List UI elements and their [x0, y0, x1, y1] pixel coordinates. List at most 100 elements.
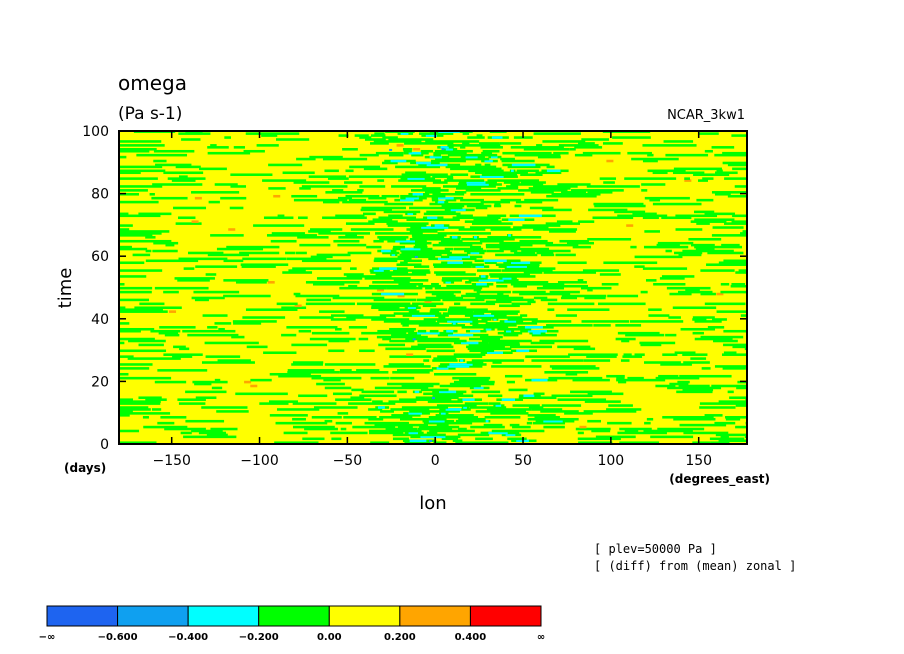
- field-cell: [231, 335, 245, 339]
- field-cell: [178, 132, 211, 135]
- field-cell: [426, 210, 456, 214]
- field-cell: [483, 423, 503, 427]
- field-cell: [370, 134, 386, 137]
- field-cell: [710, 441, 730, 444]
- field-cell: [673, 417, 716, 421]
- field-cell: [661, 275, 695, 278]
- field-cell: [347, 251, 372, 255]
- field-cell: [371, 304, 419, 308]
- field-cell: [594, 204, 646, 208]
- field-cell: [267, 281, 275, 284]
- field-cell: [163, 353, 203, 356]
- field-cell: [496, 298, 534, 302]
- field-cell: [518, 214, 542, 218]
- field-cell: [438, 316, 446, 319]
- field-cell: [709, 437, 745, 441]
- field-cell: [330, 314, 364, 317]
- field-cell: [392, 433, 446, 437]
- field-cell: [475, 163, 482, 167]
- field-cell: [485, 419, 489, 423]
- field-cell: [500, 198, 521, 202]
- field-cell: [484, 416, 521, 419]
- field-cell: [505, 329, 512, 333]
- field-cell: [411, 153, 424, 157]
- field-cell: [574, 146, 603, 149]
- field-cell: [119, 245, 132, 249]
- field-cell: [322, 157, 368, 161]
- field-cell: [224, 136, 231, 139]
- field-cell: [744, 435, 747, 439]
- field-cell: [678, 290, 713, 294]
- field-cell: [488, 431, 508, 435]
- field-cell: [373, 140, 422, 143]
- field-cell: [348, 175, 398, 178]
- field-cell: [151, 196, 188, 200]
- field-cell: [720, 282, 730, 286]
- field-cell: [119, 310, 168, 313]
- field-cell: [507, 318, 538, 321]
- field-cell: [490, 155, 498, 159]
- field-cell: [411, 345, 454, 349]
- field-cell: [692, 316, 715, 319]
- field-cell: [143, 425, 188, 429]
- field-cell: [119, 363, 153, 366]
- field-cell: [343, 416, 377, 419]
- field-cell: [286, 326, 338, 329]
- field-cell: [488, 341, 520, 345]
- field-cell: [470, 329, 481, 333]
- field-cell: [421, 226, 449, 229]
- field-cell: [704, 302, 746, 306]
- field-cell: [470, 302, 496, 306]
- field-cell: [734, 185, 747, 188]
- field-cell: [370, 441, 390, 444]
- field-cell: [676, 390, 713, 394]
- field-cell: [674, 351, 696, 355]
- field-cell: [672, 171, 705, 175]
- field-cell: [471, 390, 501, 394]
- field-cell: [297, 236, 329, 239]
- field-cell: [575, 427, 611, 431]
- field-cell: [119, 149, 150, 153]
- colorbar-swatch: [469, 605, 542, 627]
- field-cell: [643, 429, 693, 433]
- field-cell: [678, 253, 702, 257]
- field-cell: [659, 277, 685, 280]
- field-cell: [152, 183, 203, 186]
- field-cell: [194, 196, 202, 200]
- field-cell: [716, 169, 723, 173]
- field-cell: [339, 369, 352, 372]
- field-cell: [494, 202, 501, 206]
- field-cell: [372, 281, 410, 284]
- field-cell: [413, 265, 430, 268]
- field-cell: [665, 333, 677, 337]
- field-cell: [437, 355, 483, 358]
- field-cell: [383, 320, 436, 323]
- field-cell: [150, 329, 181, 333]
- field-cell: [519, 239, 548, 243]
- field-cell: [639, 341, 676, 345]
- field-cell: [700, 269, 735, 272]
- field-cell: [557, 183, 591, 186]
- field-cell: [487, 179, 540, 182]
- field-cell: [529, 206, 554, 210]
- field-cell: [356, 369, 380, 372]
- field-cell: [732, 214, 747, 218]
- field-cell: [119, 214, 161, 218]
- field-cell: [180, 431, 192, 435]
- field-cell: [277, 214, 285, 218]
- field-cell: [119, 290, 152, 294]
- field-cell: [640, 290, 648, 294]
- field-cell: [607, 421, 632, 425]
- field-cell: [217, 359, 251, 362]
- field-cell: [205, 273, 217, 276]
- field-cell: [305, 281, 360, 284]
- field-cell: [481, 339, 532, 343]
- field-cell: [617, 331, 660, 335]
- field-cell: [475, 206, 488, 210]
- field-cell: [543, 419, 563, 423]
- field-cell: [568, 353, 618, 356]
- field-cell: [256, 144, 279, 147]
- field-cell: [644, 421, 651, 425]
- field-cell: [319, 310, 345, 313]
- field-cell: [510, 146, 564, 149]
